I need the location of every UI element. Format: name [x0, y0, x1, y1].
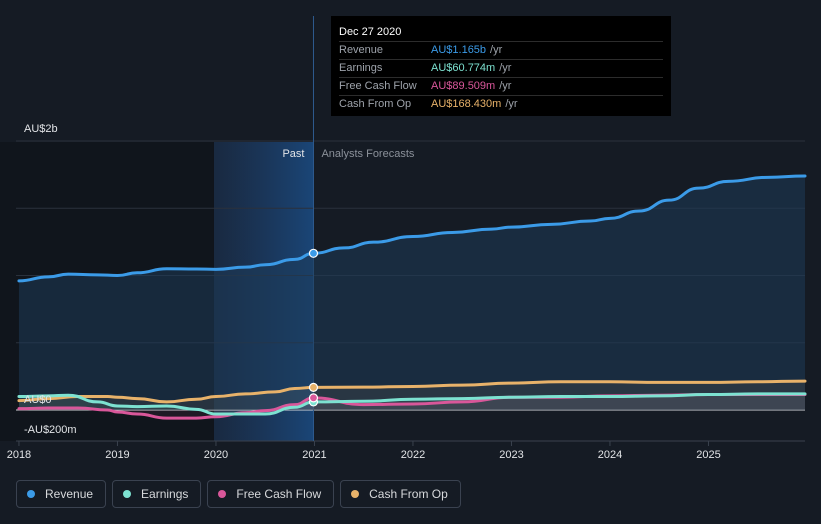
legend-item-earnings[interactable]: Earnings	[112, 480, 202, 508]
tooltip-row-free-cash-flow: Free Cash Flow AU$89.509m/yr	[339, 78, 663, 96]
free-cash-flow-area	[18, 394, 805, 419]
x-tick-label: 2024	[598, 449, 622, 461]
tooltip-label: Revenue	[339, 44, 384, 56]
legend-label: Free Cash Flow	[236, 487, 322, 501]
legend-item-free-cash-flow[interactable]: Free Cash Flow	[207, 480, 335, 508]
legend-dot-icon	[218, 490, 227, 498]
tooltip-value: AU$60.774m	[431, 62, 496, 74]
legend-dot-icon	[351, 490, 360, 498]
y-tick-label: AU$0	[24, 394, 52, 406]
tooltip: Dec 27 2020 Revenue AU$1.165b/yr Earnings A…	[331, 16, 671, 116]
tooltip-row-earnings: Earnings AU$60.774m/yr	[339, 60, 663, 78]
forecast-label: Analysts Forecasts	[321, 148, 414, 160]
legend-label: Earnings	[141, 487, 189, 501]
legend-item-cash-from-op[interactable]: Cash From Op	[340, 480, 461, 508]
financial-chart: AU$2b AU$0 -AU$200m 2018 2019 2020 2021 2022 202…	[6, 16, 807, 461]
tooltip-unit: /yr	[499, 80, 512, 92]
legend-label: Revenue	[45, 487, 94, 501]
tooltip-date: Dec 27 2020	[339, 23, 663, 42]
tooltip-label: Free Cash Flow	[339, 80, 417, 92]
earnings-line	[17, 392, 807, 416]
revenue-line	[17, 174, 807, 283]
x-tick-label: 2020	[204, 449, 228, 461]
past-label: Past	[282, 148, 304, 160]
tooltip-value: AU$168.430m	[431, 98, 502, 110]
legend: Revenue Earnings Free Cash Flow Cash From O…	[16, 480, 461, 508]
x-tick-label: 2025	[696, 449, 720, 461]
x-tick-label: 2022	[401, 449, 425, 461]
x-tick-label: 2019	[105, 449, 129, 461]
y-tick-label: AU$2b	[24, 123, 58, 135]
x-tick-label: 2021	[302, 449, 326, 461]
x-tick-label: 2023	[499, 449, 523, 461]
tooltip-row-cash-from-op: Cash From Op AU$168.430m/yr	[339, 96, 663, 113]
legend-dot-icon	[123, 490, 132, 498]
legend-label: Cash From Op	[369, 487, 448, 501]
free-cash-flow-marker	[308, 393, 319, 403]
cash-from-op-area	[18, 381, 805, 410]
tooltip-value: AU$1.165b	[431, 44, 487, 56]
tooltip-unit: /yr	[505, 98, 518, 110]
tooltip-label: Earnings	[339, 62, 383, 74]
y-tick-label: -AU$200m	[24, 424, 77, 436]
revenue-area	[18, 175, 805, 410]
cash-from-op-marker	[308, 382, 319, 393]
tooltip-unit: /yr	[490, 44, 503, 56]
legend-item-revenue[interactable]: Revenue	[16, 480, 107, 508]
tooltip-unit: /yr	[499, 62, 512, 74]
x-tick-label: 2018	[7, 449, 31, 461]
legend-dot-icon	[27, 490, 35, 498]
tooltip-row-revenue: Revenue AU$1.165b/yr	[339, 42, 663, 60]
revenue-marker	[308, 248, 319, 258]
cash-from-op-line	[17, 379, 807, 404]
tooltip-value: AU$89.509m	[431, 80, 496, 92]
tooltip-label: Cash From Op	[339, 98, 412, 110]
